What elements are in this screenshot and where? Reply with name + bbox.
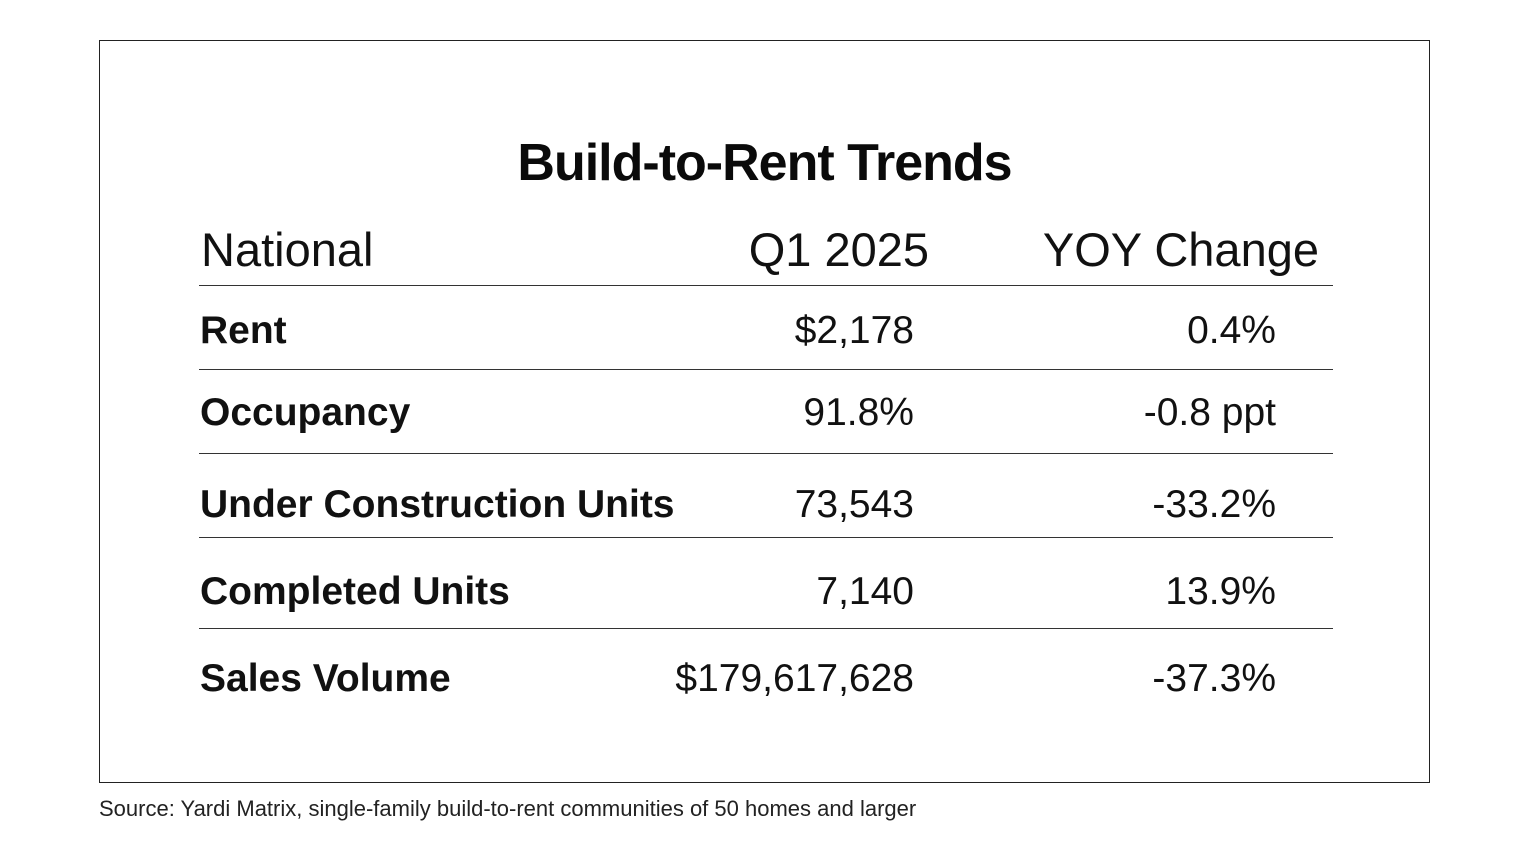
table-header-row: National Q1 2025 YOY Change — [199, 216, 1333, 286]
row-label: Rent — [200, 309, 287, 352]
row-value-q1-2025: $2,178 — [794, 309, 914, 352]
row-label: Under Construction Units — [200, 483, 675, 526]
row-value-q1-2025: 91.8% — [803, 391, 914, 434]
row-value-yoy-change: -37.3% — [1152, 657, 1276, 700]
row-value-yoy-change: -33.2% — [1152, 483, 1276, 526]
column-header-yoy-change: YOY Change — [1042, 223, 1319, 276]
row-value-q1-2025: 73,543 — [794, 483, 914, 526]
row-label: Completed Units — [200, 570, 510, 613]
row-value-q1-2025: 7,140 — [816, 570, 914, 613]
table-row: Occupancy 91.8% -0.8 ppt — [199, 370, 1333, 454]
row-value-q1-2025: $179,617,628 — [675, 657, 914, 700]
trends-table: National Q1 2025 YOY Change Rent $2,178 0.… — [199, 216, 1333, 724]
row-value-yoy-change: 0.4% — [1187, 309, 1276, 352]
table-row: Rent $2,178 0.4% — [199, 286, 1333, 370]
chart-title: Build-to-Rent Trends — [517, 134, 1012, 192]
column-header-q1-2025: Q1 2025 — [748, 223, 929, 276]
table-row: Under Construction Units 73,543 -33.2% — [199, 454, 1333, 538]
column-header-national: National — [201, 223, 374, 276]
table-row: Completed Units 7,140 13.9% — [199, 538, 1333, 629]
row-value-yoy-change: -0.8 ppt — [1143, 391, 1276, 434]
row-label: Occupancy — [200, 391, 411, 434]
source-note: Source: Yardi Matrix, single-family buil… — [99, 796, 917, 821]
row-label: Sales Volume — [200, 657, 451, 700]
table-frame: Build-to-Rent Trends — [99, 40, 1430, 783]
table-row: Sales Volume $179,617,628 -37.3% — [199, 629, 1333, 724]
table-body: Rent $2,178 0.4% Occupancy 91.8% -0.8 ppt Unde… — [199, 286, 1333, 724]
row-value-yoy-change: 13.9% — [1165, 570, 1276, 613]
